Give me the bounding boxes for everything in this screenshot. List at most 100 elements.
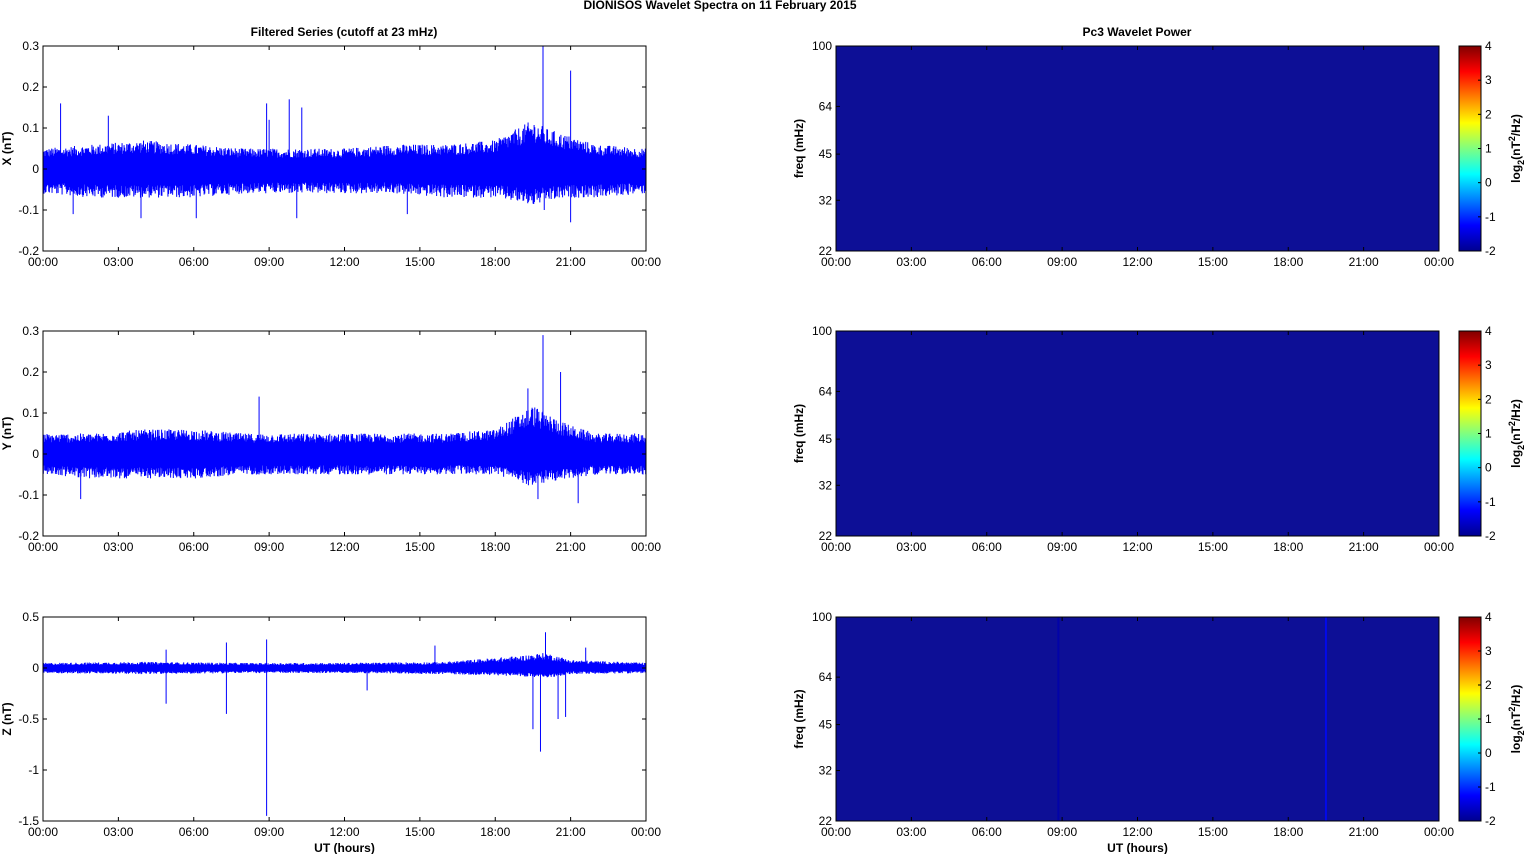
- colorbar-label-part: /Hz): [1509, 399, 1523, 421]
- colorbar-label: log2(nT2/Hz): [1507, 399, 1525, 468]
- x-axis-label: UT (hours): [1107, 841, 1168, 854]
- x-tick-label: 09:00: [1047, 825, 1077, 839]
- power-streak: [1324, 617, 1327, 821]
- x-tick-label: 00:00: [28, 825, 58, 839]
- colorbar-tick-label: 1: [1485, 427, 1492, 441]
- x-tick-label: 15:00: [405, 825, 435, 839]
- colorbar-tick-label: 0: [1485, 176, 1492, 190]
- x-tick-label: 15:00: [1198, 540, 1228, 554]
- colorbar-label-part: 2: [1516, 445, 1525, 450]
- x-tick-label: 06:00: [972, 255, 1002, 269]
- series-core-band: [43, 142, 646, 189]
- series-trace: [42, 407, 647, 486]
- x-tick-label: 00:00: [631, 540, 661, 554]
- colorbar-tick-label: 4: [1485, 324, 1492, 338]
- x-tick-label: 00:00: [1424, 825, 1454, 839]
- x-tick-label: 03:00: [896, 825, 926, 839]
- colorbar-label-part: 2: [1507, 136, 1517, 141]
- power-field: [836, 617, 1439, 821]
- colorbar-tick-label: -2: [1485, 814, 1496, 828]
- colorbar-tick-label: 3: [1485, 644, 1492, 658]
- colorbar-label: log2(nT2/Hz): [1507, 114, 1525, 183]
- colorbar-tick-label: 0: [1485, 461, 1492, 475]
- colorbar-label-part: log: [1509, 165, 1523, 183]
- x-tick-label: 21:00: [556, 540, 586, 554]
- y-tick-label: 32: [819, 193, 833, 207]
- colorbar-tick-label: 3: [1485, 73, 1492, 87]
- y-axis-label: freq (mHz): [792, 404, 806, 463]
- x-tick-label: 00:00: [1424, 540, 1454, 554]
- y-tick-label: 0.5: [22, 610, 39, 624]
- y-tick-label: 100: [812, 324, 832, 338]
- colorbar-tick-label: -1: [1485, 780, 1496, 794]
- y-tick-label: 22: [819, 814, 833, 828]
- colorbar-tick-label: 4: [1485, 39, 1492, 53]
- x-tick-label: 21:00: [556, 255, 586, 269]
- y-tick-label: 0.2: [22, 365, 39, 379]
- x-tick-label: 21:00: [556, 825, 586, 839]
- x-tick-label: 06:00: [179, 255, 209, 269]
- x-tick-label: 03:00: [103, 540, 133, 554]
- colorbar-label-part: /Hz): [1509, 685, 1523, 707]
- power-field: [836, 46, 1439, 251]
- colorbar-label-part: (nT: [1509, 141, 1523, 160]
- y-tick-label: 64: [819, 384, 833, 398]
- y-tick-label: 0.1: [22, 406, 39, 420]
- colorbar-label-part: 2: [1507, 707, 1517, 712]
- colorbar-label-part: /Hz): [1509, 114, 1523, 136]
- x-tick-label: 06:00: [179, 825, 209, 839]
- y-axis-label: X (nT): [0, 132, 14, 166]
- y-tick-label: 45: [819, 432, 833, 446]
- y-tick-label: 0.3: [22, 324, 39, 338]
- x-tick-label: 09:00: [254, 255, 284, 269]
- x-tick-label: 21:00: [1349, 540, 1379, 554]
- y-tick-label: 0.1: [22, 121, 39, 135]
- colorbar-tick-label: -1: [1485, 495, 1496, 509]
- x-tick-label: 03:00: [896, 540, 926, 554]
- y-tick-label: 32: [819, 478, 833, 492]
- series-core-band: [43, 659, 646, 674]
- colorbar-label-part: log: [1509, 735, 1523, 753]
- colorbar-tick-label: 2: [1485, 392, 1492, 406]
- x-tick-label: 12:00: [329, 540, 359, 554]
- y-axis-label: Z (nT): [0, 702, 14, 735]
- x-tick-label: 18:00: [480, 540, 510, 554]
- x-tick-label: 00:00: [821, 825, 851, 839]
- colorbar-label-part: (nT: [1509, 711, 1523, 730]
- y-tick-label: 22: [819, 244, 833, 258]
- colorbar-tick-label: 3: [1485, 358, 1492, 372]
- x-tick-label: 15:00: [1198, 825, 1228, 839]
- left-column-title: Filtered Series (cutoff at 23 mHz): [251, 25, 438, 39]
- x-tick-label: 03:00: [896, 255, 926, 269]
- colorbar-gradient: [1458, 330, 1482, 537]
- x-tick-label: 09:00: [254, 540, 284, 554]
- y-tick-label: 0.3: [22, 39, 39, 53]
- colorbar-tick-label: 1: [1485, 712, 1492, 726]
- y-tick-label: 100: [812, 610, 832, 624]
- x-tick-label: 03:00: [103, 255, 133, 269]
- colorbar-tick-label: 4: [1485, 610, 1492, 624]
- right-column-title: Pc3 Wavelet Power: [1083, 25, 1192, 39]
- x-tick-label: 18:00: [480, 255, 510, 269]
- x-tick-label: 03:00: [103, 825, 133, 839]
- y-tick-label: 0: [32, 447, 39, 461]
- power-streak: [1057, 617, 1060, 821]
- colorbar-label: log2(nT2/Hz): [1507, 685, 1525, 754]
- x-tick-label: 15:00: [1198, 255, 1228, 269]
- y-tick-label: 100: [812, 39, 832, 53]
- x-tick-label: 06:00: [972, 540, 1002, 554]
- plot-area: [43, 617, 646, 821]
- y-tick-label: -0.5: [18, 712, 39, 726]
- y-tick-label: 64: [819, 99, 833, 113]
- y-tick-label: 45: [819, 718, 833, 732]
- colorbar-label-part: 2: [1516, 160, 1525, 165]
- x-tick-label: 21:00: [1349, 825, 1379, 839]
- x-tick-label: 12:00: [1122, 825, 1152, 839]
- figure-title: DIONISOS Wavelet Spectra on 11 February …: [584, 0, 857, 12]
- colorbar-gradient: [1458, 45, 1482, 252]
